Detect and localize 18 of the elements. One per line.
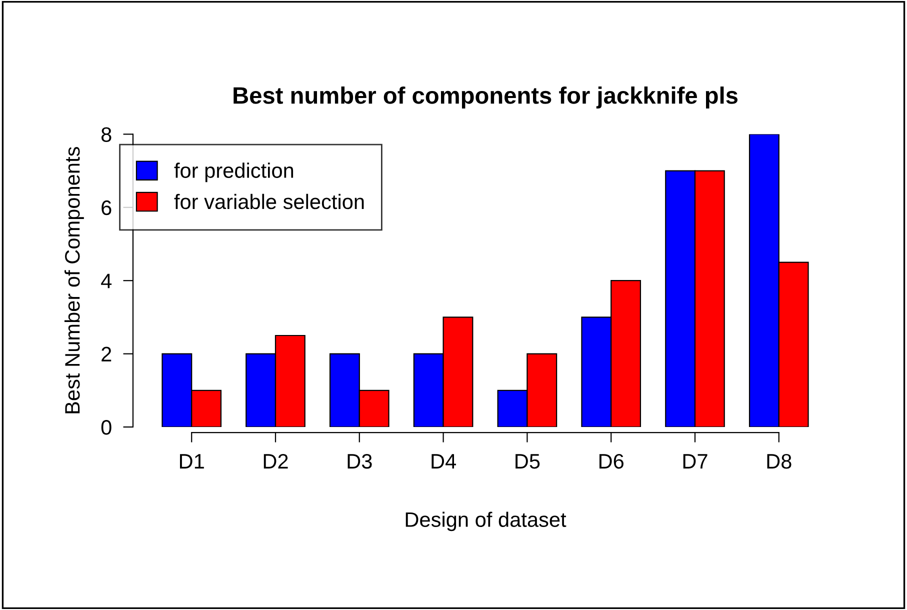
x-tick-label: D7 — [683, 454, 708, 468]
y-tick-label: 8 — [101, 127, 112, 142]
legend-label: for variable selection — [174, 194, 364, 210]
x-tick-label: D2 — [264, 454, 288, 468]
y-tick-label: 4 — [101, 274, 112, 288]
x-tick-label: D5 — [516, 454, 540, 469]
x-tick-label: D1 — [180, 454, 204, 468]
x-tick-label: D8 — [767, 454, 792, 469]
x-tick-label: D6 — [599, 454, 624, 469]
x-tick-label: D4 — [432, 454, 456, 468]
x-axis-title: Design of dataset — [406, 512, 566, 532]
y-tick-label: 0 — [101, 420, 112, 435]
chart-title: Best number of components for jackknife pls — [234, 86, 738, 109]
legend-label: for prediction — [174, 162, 294, 182]
y-axis-title: Best Number of Components — [64, 147, 84, 414]
y-tick-label: 6 — [102, 200, 112, 216]
y-tick-label: 2 — [102, 346, 112, 362]
x-tick-label: D3 — [348, 454, 372, 469]
